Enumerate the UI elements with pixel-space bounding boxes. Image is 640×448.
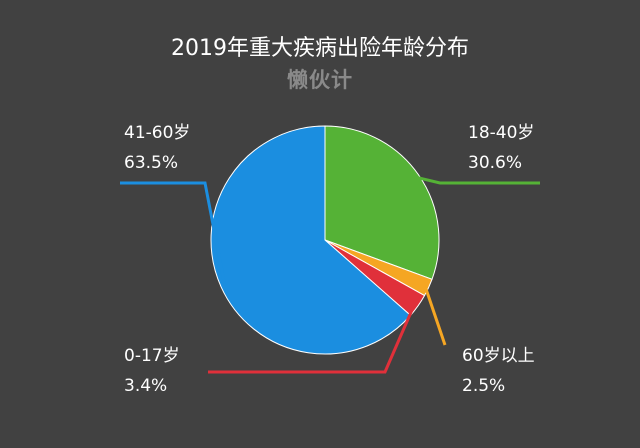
slice-value: 3.4%	[124, 376, 168, 396]
leader-line-18-40-	[414, 175, 540, 185]
label-0-17: 0-17岁 3.4%	[124, 341, 180, 401]
pie-slice-18-40-	[324, 125, 440, 280]
label-60-plus: 60岁以上 2.5%	[462, 341, 535, 401]
slice-value: 2.5%	[462, 376, 506, 396]
slice-label: 18-40岁	[468, 123, 535, 143]
slice-value: 30.6%	[468, 153, 523, 173]
leader-line-60-	[423, 285, 447, 346]
label-41-60: 41-60岁 63.5%	[124, 118, 190, 178]
leader-line-41-60-	[120, 181, 227, 286]
slice-label: 41-60岁	[124, 123, 191, 143]
slice-label: 60岁以上	[462, 346, 535, 366]
slice-label: 0-17岁	[124, 346, 180, 366]
leader-line-0-17-	[208, 302, 417, 374]
watermark-logo: 懒伙计	[287, 68, 353, 92]
chart-title: 2019年重大疾病出险年龄分布	[171, 36, 469, 61]
slice-value: 63.5%	[124, 153, 179, 173]
pie-slice-41-60-	[210, 125, 412, 355]
label-18-40: 18-40岁 30.6%	[468, 118, 534, 178]
